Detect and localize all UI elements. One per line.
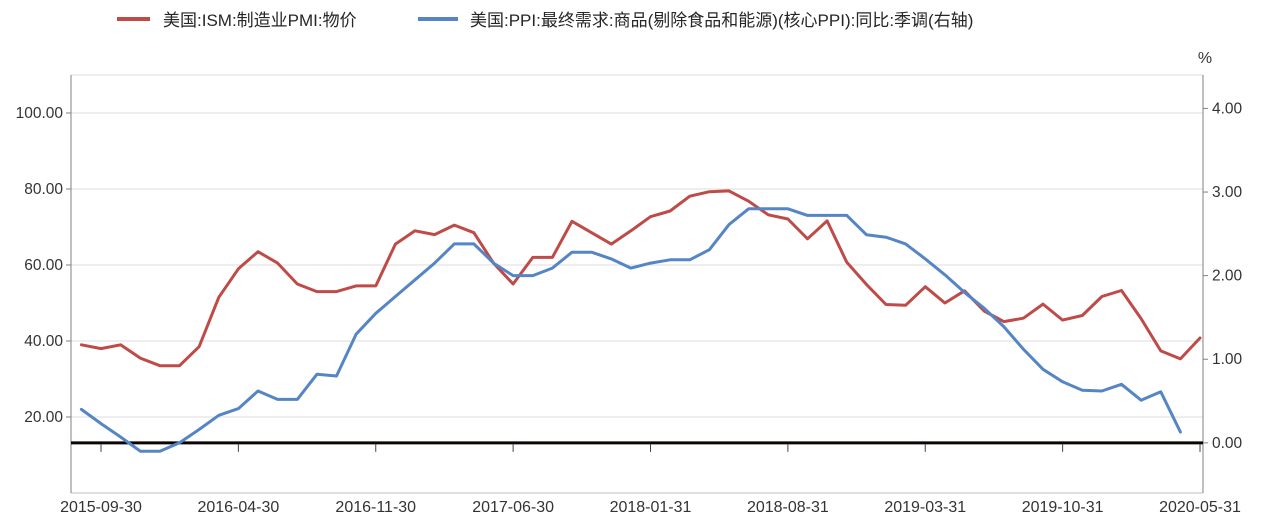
x-axis-tick-label: 2018-01-31 xyxy=(610,499,692,516)
right-axis-tick-label: 4.00 xyxy=(1212,100,1243,117)
x-axis-tick-label: 2020-05-31 xyxy=(1159,499,1241,516)
right-axis-tick-label: 3.00 xyxy=(1212,184,1243,201)
plot-area: 20.00 40.00 60.00 80.00 100.00 0.00 1.00 2.00 3.… xyxy=(16,74,1243,516)
series-line-ism-pmi-prices xyxy=(79,189,1202,368)
right-axis-tick-label: 0.00 xyxy=(1212,435,1243,452)
series-line-core-ppi-yoy xyxy=(79,207,1182,453)
x-axis-tick-label: 2019-10-31 xyxy=(1022,499,1104,516)
right-axis-unit-label: % xyxy=(1198,50,1212,67)
left-axis-tick-label: 100.00 xyxy=(16,105,64,122)
left-axis-tick-label: 60.00 xyxy=(24,257,63,274)
legend: 美国:ISM:制造业PMI:物价 美国:PPI:最终需求:商品(剔除食品和能源)… xyxy=(117,11,973,30)
x-axis-tick-label: 2016-11-30 xyxy=(335,499,416,516)
x-axis-tick-label: 2016-04-30 xyxy=(197,499,279,516)
right-axis-tick-label: 1.00 xyxy=(1212,351,1243,368)
legend-label-ism-pmi: 美国:ISM:制造业PMI:物价 xyxy=(163,11,357,30)
left-axis-tick-label: 80.00 xyxy=(24,181,63,198)
x-axis-tick-label: 2017-06-30 xyxy=(472,499,554,516)
x-axis-tick-label: 2015-09-30 xyxy=(60,499,142,516)
left-axis-tick-label: 20.00 xyxy=(24,409,63,426)
x-axis-tick-label: 2019-03-31 xyxy=(884,499,966,516)
left-axis-tick-label: 40.00 xyxy=(24,333,63,350)
x-axis-tick-label: 2018-08-31 xyxy=(747,499,829,516)
right-axis-tick-label: 2.00 xyxy=(1212,268,1243,285)
legend-label-core-ppi: 美国:PPI:最终需求:商品(剔除食品和能源)(核心PPI):同比:季调(右轴) xyxy=(470,11,973,30)
